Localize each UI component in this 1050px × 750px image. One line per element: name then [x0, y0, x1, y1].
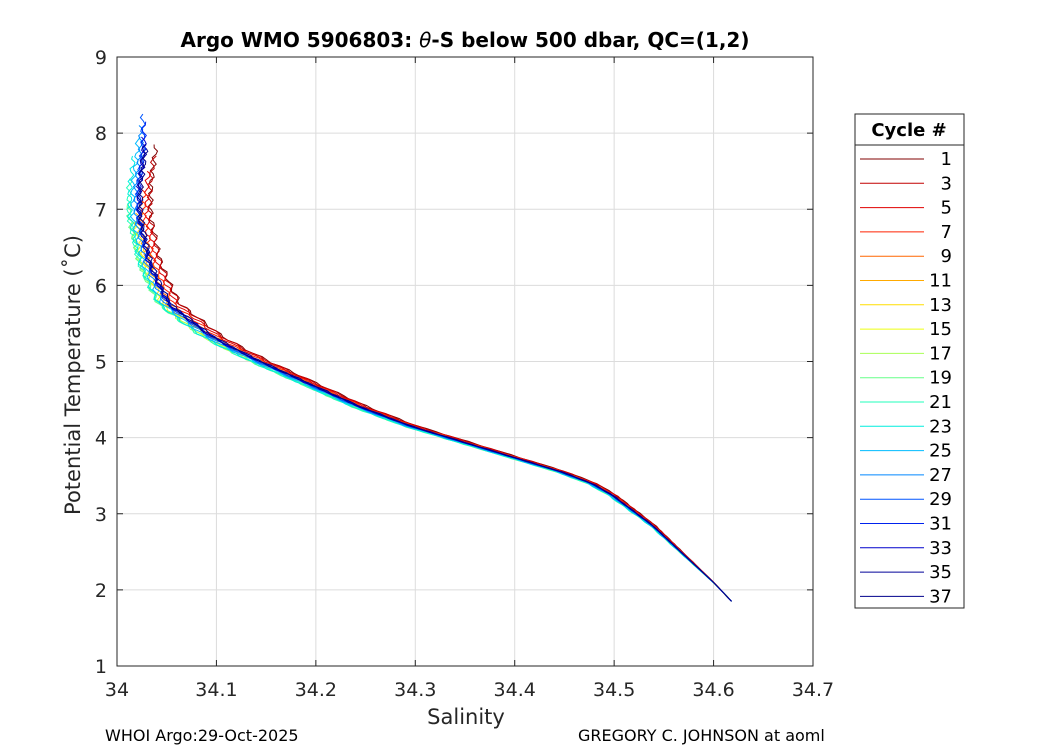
footer-right: GREGORY C. JOHNSON at aoml: [578, 726, 825, 745]
legend-label-cycle-35: 35: [929, 562, 952, 583]
legend-label-cycle-37: 37: [929, 586, 952, 607]
x-tick-label: 34.3: [394, 679, 436, 701]
data-series-group: [125, 113, 732, 602]
legend-title: Cycle #: [871, 120, 946, 141]
x-tick-label: 34: [105, 679, 129, 701]
x-tick-label: 34.2: [295, 679, 337, 701]
legend-box: [854, 113, 965, 609]
y-tick-label: 8: [95, 123, 107, 145]
legend-label-cycle-1: 1: [941, 149, 952, 170]
x-tick-label: 34.7: [792, 679, 834, 701]
x-tick-label: 34.4: [494, 679, 536, 701]
x-tick-label: 34.6: [692, 679, 734, 701]
series-line-cycle-5: [143, 170, 732, 602]
chart-title: Argo WMO 5906803: θ-S below 500 dbar, QC…: [181, 28, 750, 52]
legend-label-cycle-5: 5: [941, 198, 952, 219]
y-tick-label: 3: [95, 504, 107, 526]
x-tick-label: 34.5: [593, 679, 635, 701]
legend-label-cycle-13: 13: [929, 295, 952, 316]
legend-label-cycle-31: 31: [929, 514, 952, 535]
legend-label-cycle-9: 9: [941, 246, 952, 267]
y-tick-label: 4: [95, 428, 107, 450]
legend-label-cycle-25: 25: [929, 441, 952, 462]
series-line-cycle-1: [147, 144, 732, 602]
y-tick-label: 1: [95, 656, 107, 678]
legend-label-cycle-17: 17: [929, 343, 952, 364]
y-tick-label: 6: [95, 275, 107, 297]
legend-label-cycle-3: 3: [941, 173, 952, 194]
legend-label-cycle-7: 7: [941, 222, 952, 243]
series-line-cycle-37: [137, 148, 732, 602]
y-tick-label: 9: [95, 47, 107, 69]
footer-left: WHOI Argo:29-Oct-2025: [105, 726, 299, 745]
legend-label-cycle-23: 23: [929, 416, 952, 437]
y-tick-label: 2: [95, 580, 107, 602]
x-axis-label: Salinity: [427, 705, 505, 729]
series-line-cycle-25: [129, 136, 732, 602]
legend-label-cycle-15: 15: [929, 319, 952, 340]
legend-label-cycle-29: 29: [929, 489, 952, 510]
y-tick-label: 5: [95, 352, 107, 374]
grid-lines: [117, 57, 813, 666]
y-axis-label: Potential Temperature (˚C): [61, 235, 85, 515]
legend: Cycle # 13579111315171921232527293133353…: [854, 113, 965, 609]
legend-label-cycle-21: 21: [929, 392, 952, 413]
legend-label-cycle-27: 27: [929, 465, 952, 486]
y-tick-label: 7: [95, 199, 107, 221]
x-tick-label: 34.1: [195, 679, 237, 701]
legend-label-cycle-11: 11: [929, 271, 952, 292]
legend-label-cycle-33: 33: [929, 538, 952, 559]
legend-label-cycle-19: 19: [929, 368, 952, 389]
